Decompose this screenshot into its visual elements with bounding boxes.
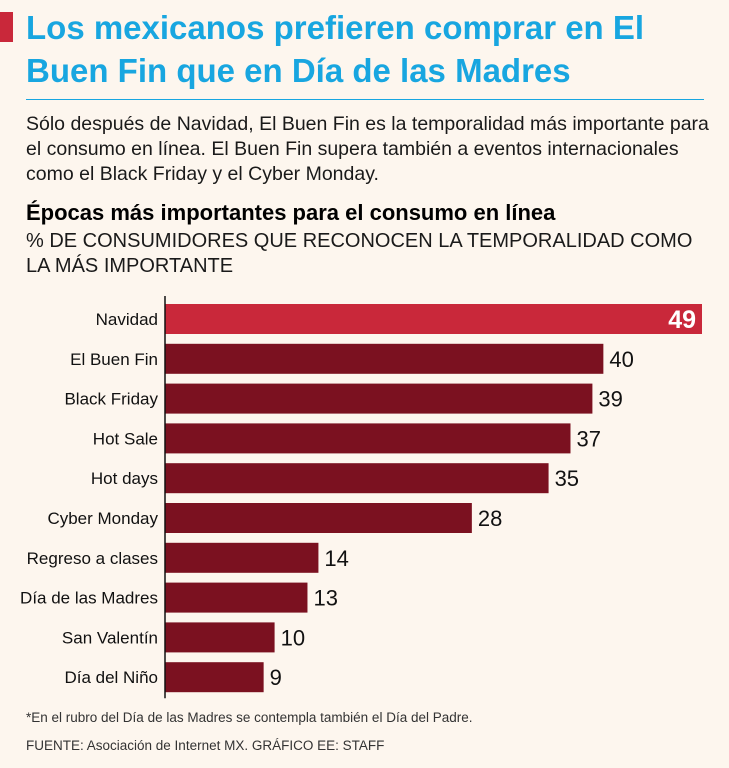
category-label: Regreso a clases [27, 549, 158, 568]
page-title: Los mexicanos prefieren comprar en El Bu… [26, 9, 645, 89]
value-label: 28 [478, 506, 502, 531]
source-note: FUENTE: Asociación de Internet MX. GRÁFI… [26, 738, 385, 753]
chart-title: Épocas más importantes para el consumo e… [26, 200, 556, 225]
category-label: San Valentín [62, 628, 158, 647]
value-label: 37 [576, 426, 600, 451]
bar-8 [165, 622, 275, 653]
footnote: *En el rubro del Día de las Madres se co… [26, 710, 473, 725]
title-divider [26, 99, 704, 100]
value-label: 10 [281, 625, 305, 650]
bar-3 [165, 423, 571, 454]
page-subtitle: Sólo después de Navidad, El Buen Fin es … [26, 113, 709, 185]
category-label: Día del Niño [64, 668, 158, 687]
category-label: Navidad [96, 310, 158, 329]
bar-2 [165, 383, 593, 414]
bar-7 [165, 582, 308, 613]
value-label: 35 [555, 466, 579, 491]
bar-1 [165, 343, 604, 374]
category-label: El Buen Fin [70, 350, 158, 369]
value-label: 9 [270, 665, 282, 690]
bar-9 [165, 662, 264, 693]
bar-0 [165, 304, 702, 334]
bar-4 [165, 463, 549, 494]
value-label: 39 [598, 387, 622, 412]
value-label: 40 [609, 347, 633, 372]
bar-6 [165, 542, 319, 573]
category-label: Hot Sale [93, 429, 158, 448]
title-accent-bar [0, 12, 13, 42]
value-label: 14 [324, 546, 348, 571]
category-label: Black Friday [64, 390, 158, 409]
bar-chart: Navidad 49 El Buen Fin 40 Black Friday 39 Hot … [20, 296, 702, 699]
category-label: Cyber Monday [47, 509, 158, 528]
value-label: 49 [668, 306, 696, 334]
category-label: Día de las Madres [20, 589, 158, 608]
category-label: Hot days [91, 469, 158, 488]
value-label: 13 [313, 586, 337, 611]
bar-5 [165, 503, 472, 533]
chart-subtitle: % DE CONSUMIDORES QUE RECONOCEN LA TEMPO… [26, 230, 693, 277]
